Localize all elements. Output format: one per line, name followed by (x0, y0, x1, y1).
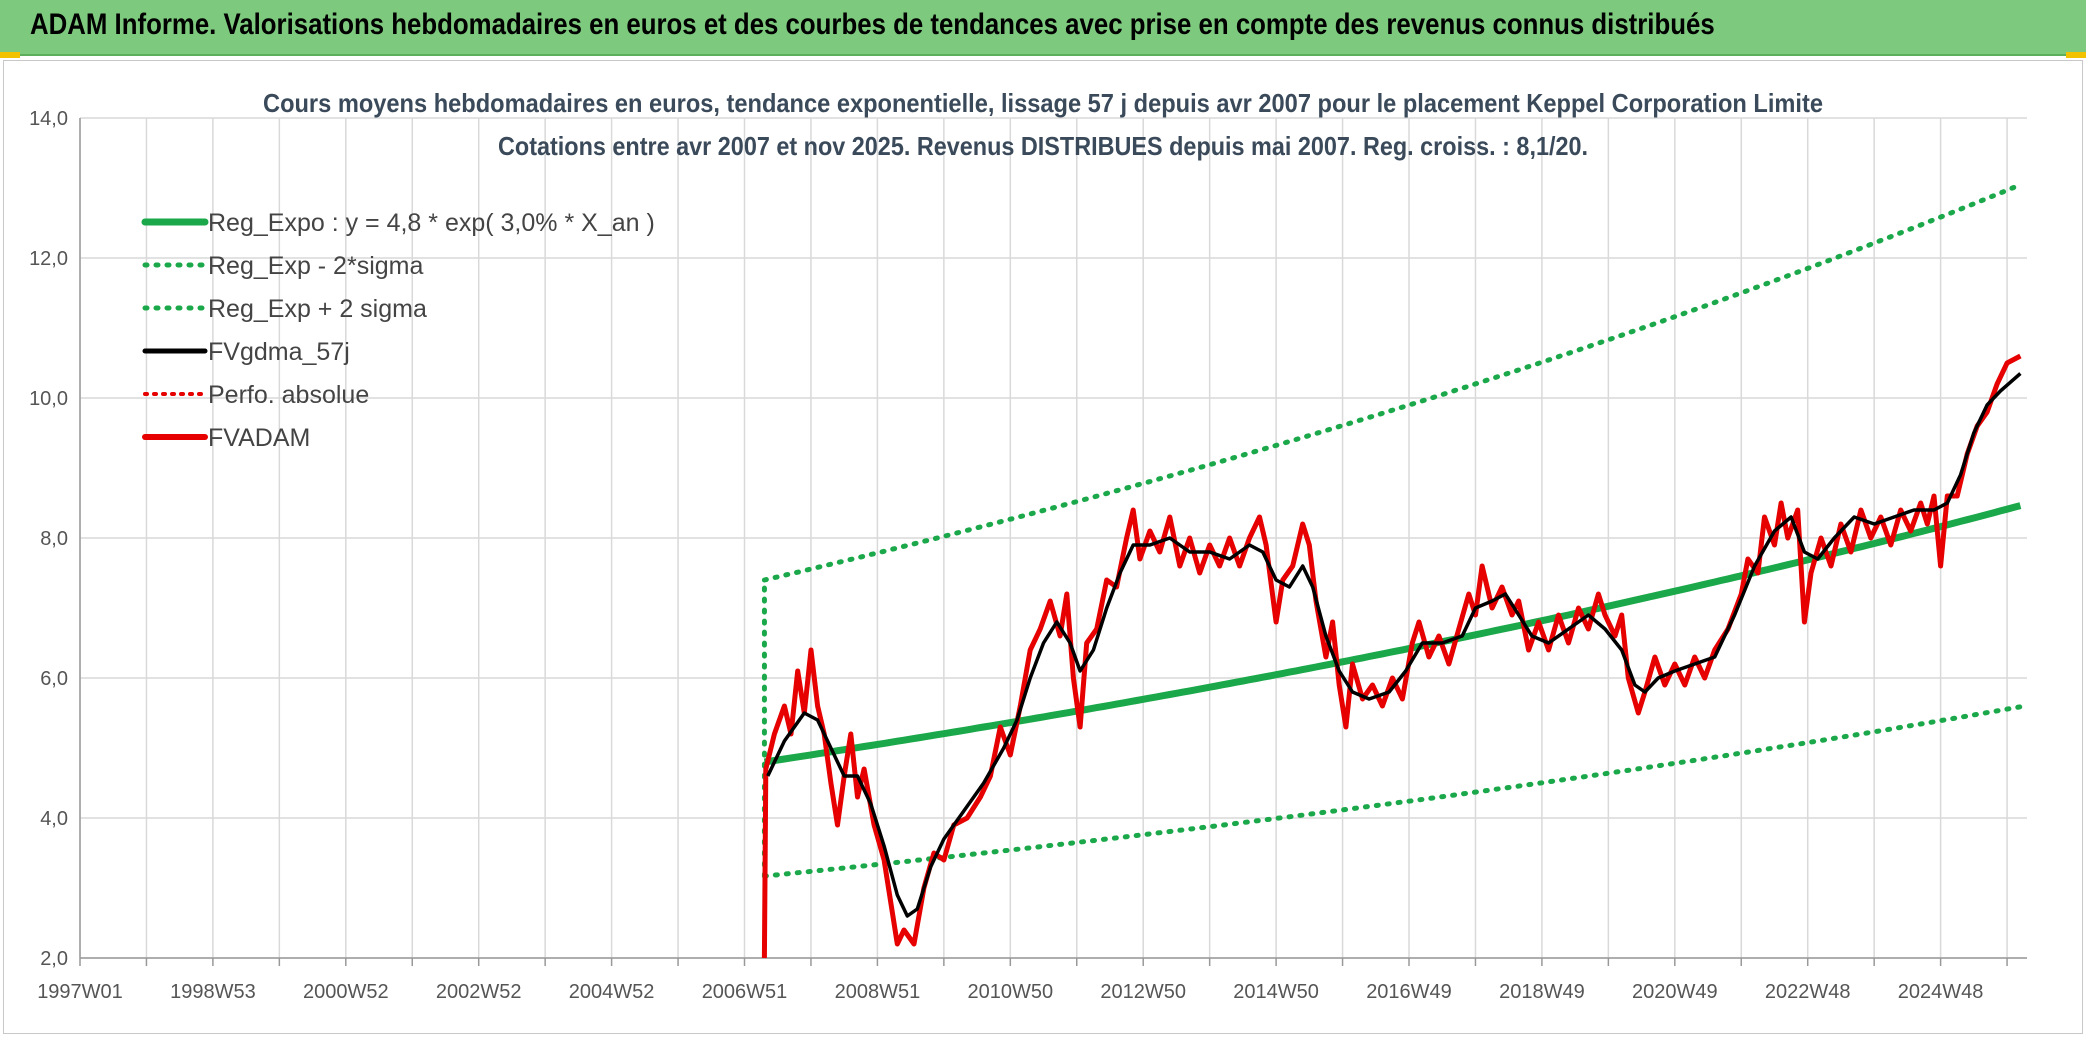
series (761, 182, 2023, 959)
x-tick-label: 1997W01 (37, 981, 123, 1003)
legend-label: Reg_Expo : y = 4,8 * exp( 3,0% * X_an ) (208, 209, 655, 237)
y-tick-label: 4,0 (40, 808, 68, 830)
y-tick-label: 10,0 (29, 388, 68, 410)
series-reg-expo (763, 502, 2022, 766)
x-tick-label: 2000W52 (303, 981, 389, 1003)
chart-title: Cours moyens hebdomadaires en euros, ten… (263, 88, 1823, 118)
legend-label: FVADAM (208, 424, 310, 452)
x-tick-label: 2006W51 (702, 981, 788, 1003)
x-tick-label: 2014W50 (1233, 981, 1319, 1003)
x-tick-label: 2018W49 (1499, 981, 1585, 1003)
y-tick-label: 2,0 (40, 948, 68, 970)
legend-label: FVgdma_57j (208, 338, 350, 366)
series-fvgdma-57j (766, 372, 2022, 918)
series-reg-exp-minus-2sigma (761, 704, 2023, 879)
legend: Reg_Expo : y = 4,8 * exp( 3,0% * X_an ) R… (141, 209, 655, 452)
x-tick-label: 2008W51 (835, 981, 921, 1003)
x-tick-label: 2004W52 (569, 981, 655, 1003)
series-reg-exp-plus-2sigma (761, 182, 2023, 583)
series-fvadam (761, 353, 2022, 959)
x-tick-label: 1998W53 (170, 981, 256, 1003)
report-title: ADAM Informe. Valorisations hebdomadaire… (30, 8, 1715, 41)
x-tick-label: 2020W49 (1632, 981, 1718, 1003)
grid-lines (79, 117, 2027, 959)
corner-marker-left (0, 52, 20, 58)
y-tick-label: 8,0 (40, 528, 68, 550)
y-tick-label: 14,0 (29, 108, 68, 130)
x-tick-label: 2012W50 (1100, 981, 1186, 1003)
legend-label: Perfo. absolue (208, 381, 369, 409)
x-tick-label: 2022W48 (1765, 981, 1851, 1003)
y-tick-label: 12,0 (29, 248, 68, 270)
x-tick-label: 2010W50 (967, 981, 1053, 1003)
legend-label: Reg_Exp - 2*sigma (208, 252, 423, 280)
axes: 14,0 12,0 10,0 8,0 6,0 4,0 2,0 1997W01 1998W53 20… (29, 108, 2027, 1003)
chart-subtitle: Cotations entre avr 2007 et nov 2025. Re… (498, 131, 1588, 161)
report-header: ADAM Informe. Valorisations hebdomadaire… (0, 0, 2086, 56)
x-tick-label: 2016W49 (1366, 981, 1452, 1003)
x-tick-label: 2024W48 (1898, 981, 1984, 1003)
legend-label: Reg_Exp + 2 sigma (208, 295, 427, 323)
chart-frame (3, 60, 2083, 1034)
corner-marker-right (2066, 52, 2086, 58)
y-tick-label: 6,0 (40, 668, 68, 690)
x-tick-label: 2002W52 (436, 981, 522, 1003)
